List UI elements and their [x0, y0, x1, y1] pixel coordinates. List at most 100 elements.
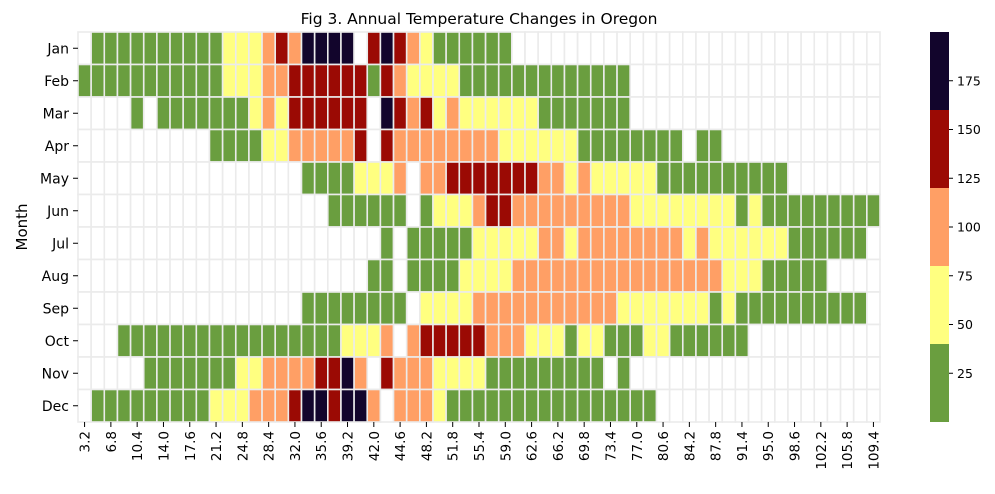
heatmap-cell: [327, 323, 342, 358]
heatmap-cell: [129, 96, 145, 131]
heatmap-cell: [550, 96, 566, 131]
heatmap-cell: [616, 226, 631, 261]
heatmap-cell: [484, 128, 500, 163]
heatmap-cell: [471, 128, 487, 163]
heatmap-cell: [668, 291, 684, 326]
heatmap-cell-empty: [760, 128, 776, 163]
x-tick-label: 10.4: [130, 431, 146, 461]
heatmap-cell-empty: [787, 63, 802, 98]
heatmap-cell: [116, 63, 132, 98]
heatmap-cell: [234, 388, 250, 423]
heatmap-cell-empty: [695, 96, 710, 131]
heatmap-cell-empty: [655, 31, 671, 66]
heatmap-cell: [142, 356, 158, 391]
heatmap-cell: [655, 128, 671, 163]
heatmap-cell: [340, 31, 355, 66]
heatmap-cell: [524, 356, 539, 391]
heatmap-cell: [116, 388, 132, 423]
colorbar-tick-label: 175: [957, 73, 981, 88]
heatmap-cell: [695, 161, 710, 196]
heatmap-cell: [129, 388, 145, 423]
heatmap-cell-empty: [90, 128, 106, 163]
heatmap-cell: [497, 193, 513, 228]
heatmap-cell: [419, 356, 434, 391]
colorbar-segment: [930, 32, 949, 110]
heatmap-cell-empty: [287, 226, 303, 261]
heatmap-cell: [695, 291, 710, 326]
heatmap-cell: [537, 193, 553, 228]
heatmap-cell-empty: [629, 31, 645, 66]
heatmap-cell-empty: [221, 258, 237, 293]
heatmap-cell: [668, 193, 684, 228]
heatmap-cell-empty: [589, 31, 605, 66]
heatmap-cell: [195, 356, 211, 391]
heatmap-cell: [445, 323, 461, 358]
heatmap-cell: [576, 388, 592, 423]
y-tick-label: Jul: [51, 236, 69, 252]
heatmap-cell: [708, 291, 724, 326]
heatmap-cell-empty: [90, 193, 106, 228]
heatmap-cell-empty: [866, 258, 881, 293]
heatmap-cell: [774, 291, 789, 326]
heatmap-cell-empty: [826, 63, 842, 98]
heatmap-cell: [668, 323, 684, 358]
heatmap-cell-empty: [839, 63, 855, 98]
heatmap-cell: [379, 323, 395, 358]
heatmap-cell: [103, 63, 119, 98]
heatmap-cell-empty: [826, 258, 842, 293]
heatmap-cell: [182, 96, 198, 131]
heatmap-cell-empty: [77, 323, 92, 358]
heatmap-cell-empty: [274, 291, 290, 326]
heatmap-cell-empty: [261, 258, 277, 293]
heatmap-cell-empty: [800, 31, 816, 66]
heatmap-cell: [432, 193, 447, 228]
heatmap-cell: [379, 226, 395, 261]
colorbar-segment: [930, 188, 949, 266]
heatmap-cell: [668, 258, 684, 293]
heatmap-cell-empty: [681, 388, 697, 423]
heatmap-cell-empty: [668, 31, 684, 66]
heatmap-cell: [563, 63, 579, 98]
heatmap-cell: [353, 323, 369, 358]
heatmap-cell-empty: [852, 258, 868, 293]
heatmap-cell-empty: [708, 63, 724, 98]
heatmap-cell: [340, 356, 355, 391]
heatmap-cell-empty: [852, 128, 868, 163]
heatmap-cell: [142, 31, 158, 66]
heatmap-cell: [629, 388, 645, 423]
heatmap-cell-empty: [800, 128, 816, 163]
heatmap-cell: [419, 193, 434, 228]
heatmap-cell: [852, 226, 868, 261]
heatmap-cell-empty: [287, 258, 303, 293]
heatmap-cell-empty: [77, 31, 92, 66]
heatmap-cell: [248, 128, 263, 163]
heatmap-cell-empty: [156, 291, 171, 326]
heatmap-cell: [300, 96, 316, 131]
heatmap-cell: [537, 291, 553, 326]
y-tick-label: May: [40, 171, 69, 187]
heatmap-cell: [550, 63, 566, 98]
heatmap-cell-empty: [208, 258, 224, 293]
heatmap-cell: [458, 128, 474, 163]
heatmap-cell: [550, 356, 566, 391]
heatmap-cell: [129, 323, 145, 358]
heatmap-cell: [511, 226, 526, 261]
heatmap-cell-empty: [300, 258, 316, 293]
heatmap-cell-empty: [405, 161, 421, 196]
heatmap-cell: [800, 291, 816, 326]
heatmap-cell: [182, 388, 198, 423]
heatmap-cell: [747, 226, 763, 261]
heatmap-cell-empty: [195, 291, 211, 326]
heatmap-cell: [366, 193, 382, 228]
colorbar-tick-label: 150: [957, 122, 981, 137]
heatmap-cell-empty: [826, 356, 842, 391]
heatmap-cell: [405, 96, 421, 131]
heatmap-cell-empty: [103, 356, 119, 391]
colorbar-segment: [930, 344, 949, 422]
heatmap-cell-empty: [156, 193, 171, 228]
heatmap-cell-empty: [327, 226, 342, 261]
heatmap-cell: [458, 388, 474, 423]
heatmap-cell: [800, 226, 816, 261]
heatmap-cell-empty: [129, 193, 145, 228]
